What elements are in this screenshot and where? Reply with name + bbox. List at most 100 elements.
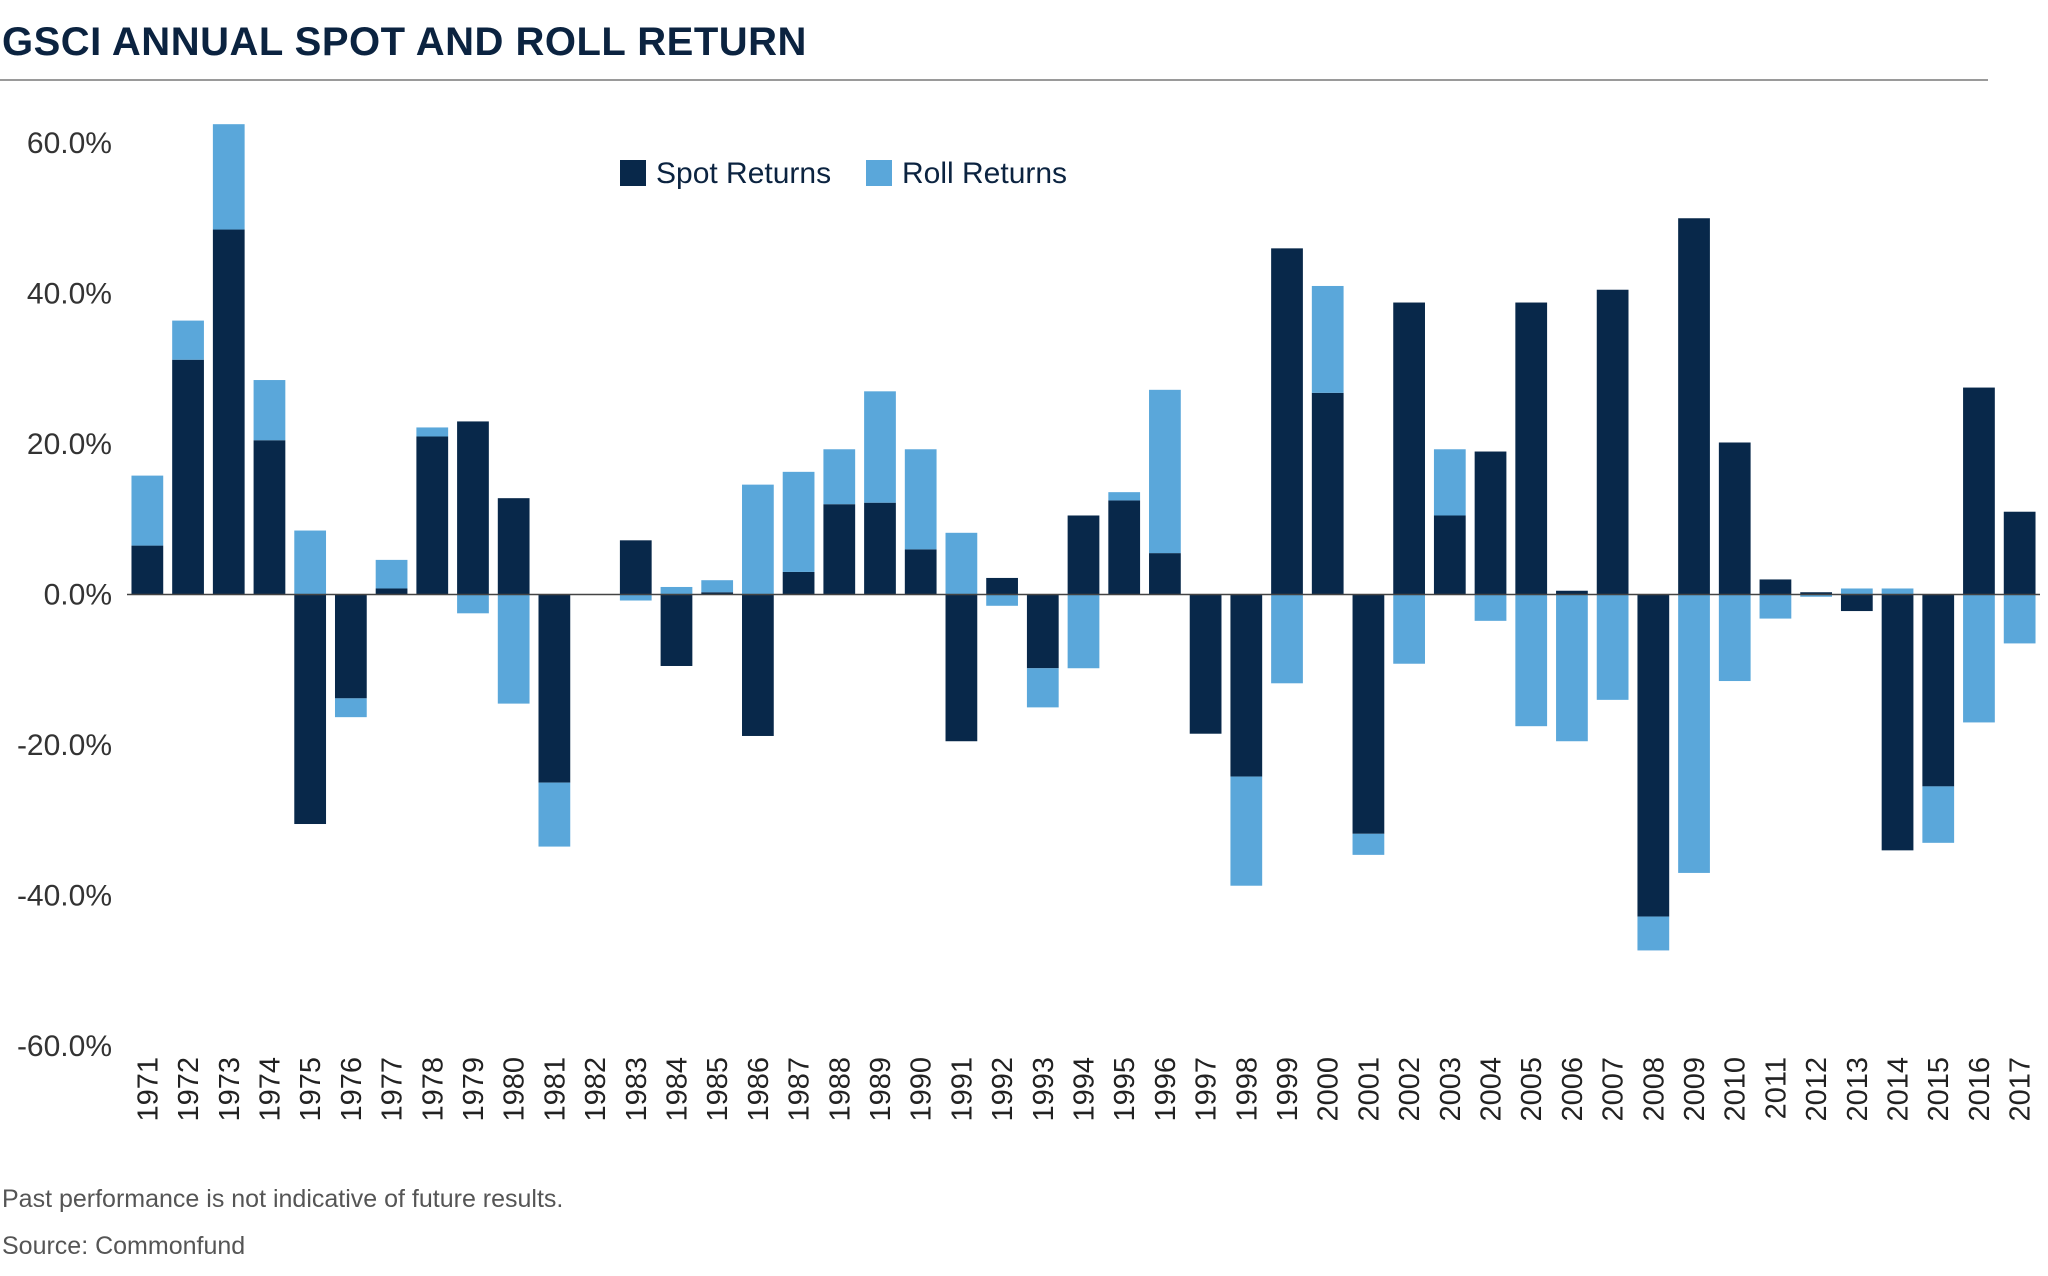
spot-return-bar [864,502,896,595]
roll-return-bar [1149,389,1181,554]
roll-return-bar [1840,588,1873,595]
x-tick-label: 1978 [417,1057,449,1122]
roll-return-bar [375,559,408,589]
spot-return-bar [823,504,856,595]
roll-return-bar [742,484,774,595]
x-tick-label: 2005 [1516,1057,1548,1122]
bar-chart: 60.0% 40.0% 20.0% 0.0% -20.0% -40.0% -60.0% 19… [17,124,2040,1122]
roll-return-bar [212,124,245,230]
legend: Spot Returns Roll Returns [620,157,1067,190]
roll-return-bar [864,391,896,503]
x-tick-label: 1977 [377,1057,409,1122]
roll-return-bar [2003,594,2036,644]
roll-return-bar [1881,588,1914,595]
bar-group [131,124,2036,951]
x-tick-label: 1976 [336,1057,368,1122]
x-tick-label: 1984 [661,1057,693,1122]
x-tick-label: 1972 [173,1057,205,1122]
x-tick-label: 1997 [1191,1057,1223,1122]
spot-return-bar [1637,594,1670,917]
spot-return-bar [904,549,937,595]
roll-return-bar [1637,916,1670,951]
roll-return-bar [1718,594,1751,682]
roll-return-bar [1393,594,1425,664]
legend-spot-label: Spot Returns [656,157,831,190]
roll-return-bar [334,698,367,718]
spot-return-bar [131,545,164,595]
x-tick-label: 1995 [1109,1057,1141,1122]
spot-return-bar [253,440,286,595]
spot-return-bar [1922,594,1955,787]
roll-return-bar [416,427,449,437]
x-tick-label: 2014 [1883,1057,1915,1122]
roll-return-bar [1596,594,1629,700]
y-tick-label: 20.0% [27,428,112,461]
spot-return-bar [172,359,204,595]
roll-return-bar [701,580,734,593]
spot-return-bar [1556,590,1588,595]
roll-return-bar [294,530,327,595]
roll-return-bar [1474,594,1507,621]
spot-return-bar [742,594,774,736]
spot-return-bar [212,229,245,595]
spot-return-bar [660,594,693,666]
x-axis-ticks: 1971 1972 1973 1974 1975 1976 1977 1978 1979 1980… [132,1057,2036,1122]
roll-return-bar [1108,492,1141,501]
y-tick-label: 0.0% [44,579,112,612]
x-tick-label: 1999 [1272,1057,1304,1122]
x-tick-label: 2011 [1760,1057,1792,1119]
roll-return-bar [945,532,978,595]
x-tick-label: 1991 [946,1057,978,1122]
roll-return-bar [538,782,571,847]
x-tick-label: 2000 [1313,1057,1345,1122]
spot-return-bar [1759,579,1792,595]
x-tick-label: 1979 [458,1057,490,1122]
x-tick-label: 1981 [539,1057,571,1122]
x-tick-label: 1989 [865,1057,897,1122]
spot-return-bar [1718,442,1751,595]
roll-return-bar [1433,449,1466,516]
spot-return-bar [538,594,571,783]
spot-return-bar [1230,594,1263,777]
x-tick-label: 1994 [1069,1057,1101,1122]
y-tick-label: -60.0% [17,1030,112,1063]
x-tick-label: 2012 [1801,1057,1833,1122]
x-tick-label: 1992 [987,1057,1019,1122]
roll-return-bar [131,475,164,546]
x-tick-label: 2003 [1435,1057,1467,1122]
spot-return-bar [1474,451,1507,595]
spot-return-bar [334,594,367,699]
spot-return-bar [1189,594,1222,734]
x-tick-label: 2008 [1638,1057,1670,1122]
x-tick-label: 2013 [1842,1057,1874,1122]
roll-return-bar [619,594,652,601]
roll-return-bar [1556,594,1588,742]
spot-return-bar [416,436,449,595]
x-tick-label: 1975 [295,1057,327,1122]
roll-return-bar [1230,776,1263,886]
roll-return-bar [457,594,489,614]
spot-return-bar [1393,302,1425,595]
y-tick-label: -40.0% [17,880,112,913]
x-tick-label: 2010 [1720,1057,1752,1122]
roll-return-bar [1963,594,1995,723]
x-tick-label: 2017 [2005,1057,2037,1122]
spot-return-bar [1271,248,1303,595]
legend-roll-label: Roll Returns [902,157,1067,190]
spot-return-bar [497,498,530,595]
roll-return-bar [1352,833,1385,855]
x-tick-label: 1973 [214,1057,246,1122]
roll-return-bar [904,449,937,550]
x-tick-label: 1983 [621,1057,653,1122]
roll-return-bar [823,449,856,505]
x-tick-label: 2001 [1353,1057,1385,1122]
spot-return-bar [1311,392,1344,595]
spot-return-bar [782,571,815,595]
spot-return-bar [1067,515,1100,595]
x-tick-label: 1974 [254,1057,286,1122]
x-tick-label: 1971 [132,1057,164,1122]
x-tick-label: 1996 [1150,1057,1182,1122]
spot-return-bar [1433,515,1466,595]
roll-return-bar [497,594,530,704]
roll-return-bar [253,380,286,441]
